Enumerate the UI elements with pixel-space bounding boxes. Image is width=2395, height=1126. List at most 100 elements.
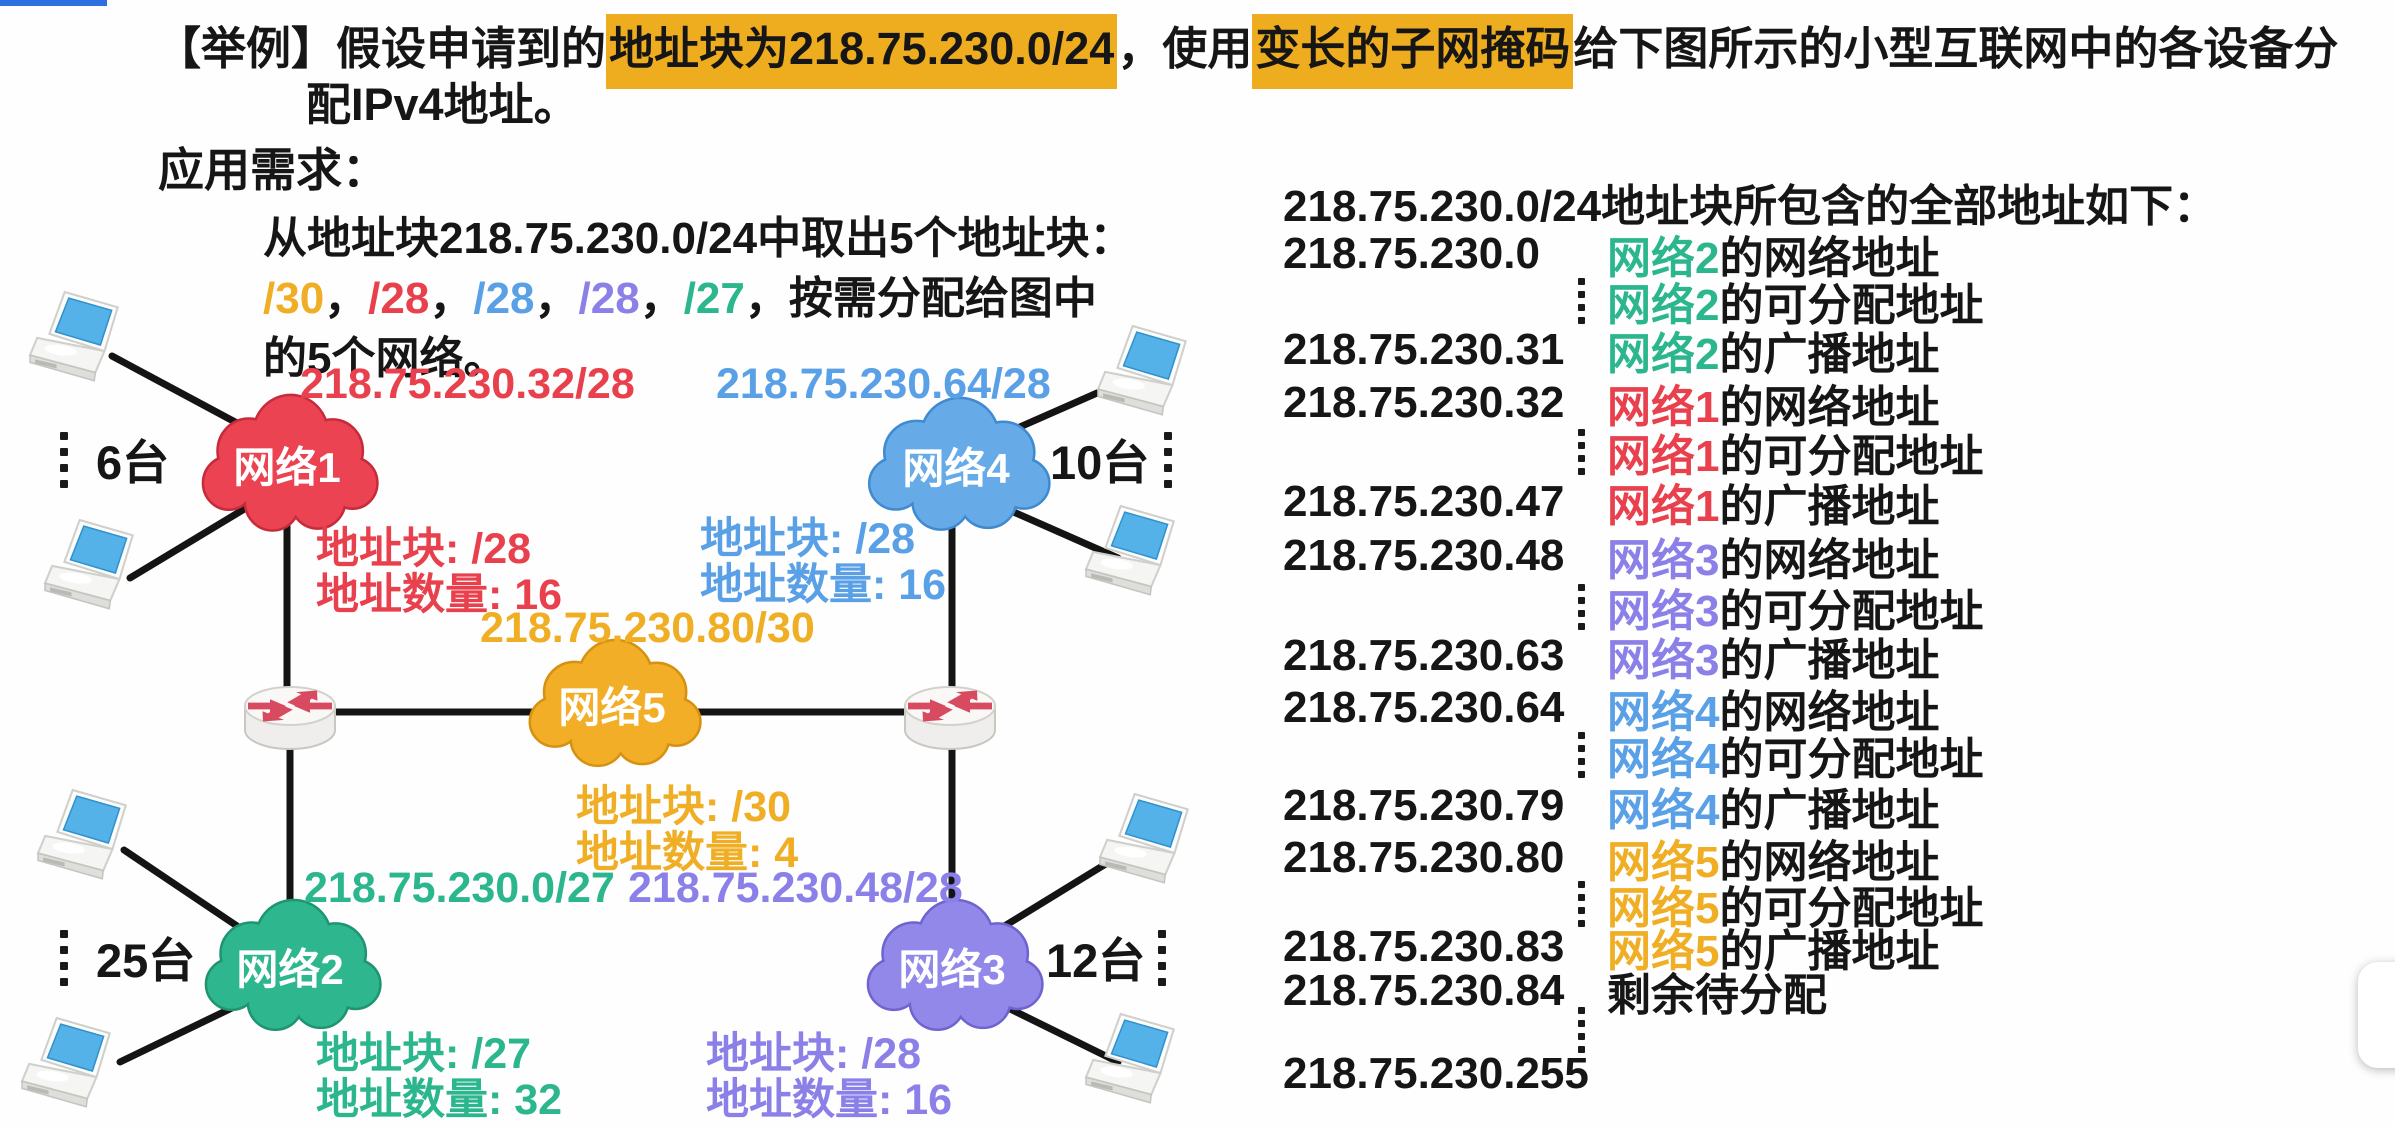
ip-address: 218.75.230.80 — [1283, 833, 1565, 882]
network-name: 网络1 — [1607, 482, 1720, 531]
address-block-size: /28 — [368, 274, 430, 323]
separator: ， — [744, 274, 789, 323]
laptop-icon — [1098, 792, 1189, 884]
laptop-icon — [20, 1016, 111, 1108]
top-progress-bar — [0, 0, 107, 6]
table-row: 218.75.230.48 网络3的网络地址 — [1283, 531, 1939, 585]
description-text: 的网络地址 — [1719, 536, 1940, 585]
table-row: 218.75.230.80 网络5的网络地址 — [1283, 833, 1939, 887]
title-text: 【举例】假设申请到的 — [156, 23, 607, 74]
host-count-label: 6台 — [96, 436, 170, 489]
table-row: 218.75.230.32 网络1的网络地址 — [1283, 378, 1939, 432]
laptop-icon — [1096, 324, 1187, 416]
separator: ， — [639, 274, 684, 323]
network-block-label: 地址块: /28 — [700, 515, 916, 563]
ip-address: 218.75.230.255 — [1283, 1049, 1589, 1098]
network-cloud-label: 网络2 — [236, 946, 343, 993]
title-text: 给下图所示的小型互联网中的各设备分 — [1573, 23, 2339, 74]
description-text: 的广播地址 — [1719, 636, 1940, 685]
table-row: 网络2的可分配地址 — [1283, 275, 1983, 330]
description-text: 的可分配地址 — [1719, 587, 1984, 636]
address-description: 网络5的网络地址 — [1607, 826, 1939, 890]
network-name: 网络4 — [1607, 735, 1720, 784]
address-block-size: /30 — [263, 274, 325, 323]
host-count-label: 12台 — [1046, 934, 1146, 987]
network-name: 网络5 — [1607, 884, 1720, 933]
network-cloud-label: 网络4 — [902, 445, 1010, 492]
table-row: 218.75.230.84 剩余待分配 — [1283, 966, 1827, 1020]
network-cloud-3: 网络3 — [866, 898, 1044, 1031]
network-link-line — [996, 502, 1122, 562]
title-highlighted-text: 地址块为218.75.230.0/24 — [606, 14, 1118, 89]
description-text: 的可分配地址 — [1719, 735, 1984, 784]
network-link-line — [994, 850, 1126, 934]
network-name: 网络2 — [1607, 330, 1720, 379]
address-description: 网络2的可分配地址 — [1607, 269, 1983, 333]
router-icon — [904, 685, 996, 750]
network-link-line — [120, 846, 244, 932]
ip-address: 218.75.230.79 — [1283, 781, 1565, 830]
host-count-label: 10台 — [1050, 436, 1150, 489]
network-ip-label: 218.75.230.32/28 — [300, 360, 635, 408]
table-row: 218.75.230.64 网络4的网络地址 — [1283, 683, 1939, 737]
network-count-label: 地址数量: 16 — [316, 571, 563, 619]
network-count-label: 地址数量: 4 — [576, 829, 799, 877]
network-name: 网络5 — [1607, 838, 1720, 887]
ip-range-ellipsis — [1283, 729, 1595, 781]
network-ip-label: 218.75.230.80/30 — [480, 604, 815, 652]
address-description: 网络4的广播地址 — [1607, 774, 1939, 838]
network-block-label: 地址块: /27 — [316, 1030, 532, 1078]
network-block-label: 地址块: /28 — [706, 1030, 922, 1078]
slide-title-line2: 配IPv4地址。 — [306, 79, 579, 130]
vertical-dots-icon — [1578, 581, 1585, 633]
network-link-line — [108, 352, 254, 434]
network-name: 网络2 — [1607, 234, 1720, 283]
description-text: 的网络地址 — [1719, 838, 1940, 887]
vertical-dots-icon — [1578, 878, 1585, 930]
ip-address: 218.75.230.32 — [1283, 378, 1565, 427]
network-ip-label: 218.75.230.0/27 — [304, 864, 615, 912]
laptop-icon — [36, 788, 127, 880]
ip-address: 218.75.230.64 — [1283, 683, 1565, 732]
ip-range-ellipsis — [1283, 581, 1595, 633]
table-row: 218.75.230.47 网络1的广播地址 — [1283, 477, 1939, 531]
ip-address: 218.75.230.0 — [1283, 229, 1540, 278]
network-count-label: 地址数量: 16 — [700, 561, 947, 609]
address-description: 网络5的可分配地址 — [1607, 872, 1983, 936]
network-cloud-1: 网络1 — [201, 393, 379, 532]
network-link-line — [126, 504, 250, 582]
address-description: 网络1的广播地址 — [1607, 470, 1939, 534]
description-text: 的可分配地址 — [1719, 281, 1984, 330]
address-block-size: /27 — [683, 274, 745, 323]
ip-address: 218.75.230.84 — [1283, 966, 1565, 1015]
vertical-dots-icon — [1578, 275, 1585, 327]
network-name: 网络2 — [1607, 281, 1720, 330]
network-cloud-label: 网络3 — [898, 946, 1005, 993]
description-text: 剩余待分配 — [1607, 971, 1827, 1020]
network-name: 网络3 — [1607, 636, 1720, 685]
address-description: 网络4的可分配地址 — [1607, 723, 1983, 787]
address-description: 网络3的网络地址 — [1607, 524, 1939, 588]
address-description: 网络2的广播地址 — [1607, 318, 1939, 382]
network-ip-label: 218.75.230.48/28 — [628, 864, 963, 912]
requirements-line1: 从地址块218.75.230.0/24中取出5个地址块： — [263, 214, 1134, 263]
separator: ， — [324, 274, 369, 323]
router-icon — [244, 685, 336, 750]
requirements-line2-tail: 按需分配给图中 — [788, 274, 1097, 323]
ip-range-ellipsis — [1283, 878, 1595, 930]
table-row: 网络3的可分配地址 — [1283, 581, 1983, 636]
description-text: 的可分配地址 — [1719, 432, 1984, 481]
network-name: 网络1 — [1607, 383, 1720, 432]
vertical-dots-icon — [60, 428, 68, 492]
network-ip-label: 218.75.230.64/28 — [716, 360, 1051, 408]
table-row: 网络5的可分配地址 — [1283, 878, 1983, 933]
network-count-label: 地址数量: 32 — [316, 1076, 563, 1124]
address-description: 网络2的网络地址 — [1607, 222, 1939, 286]
network-cloud-5: 网络5 — [528, 638, 702, 768]
table-row: 218.75.230.31 网络2的广播地址 — [1283, 325, 1939, 379]
address-block-size: /28 — [578, 274, 640, 323]
overlay-control[interactable] — [2358, 962, 2395, 1068]
vertical-dots-icon — [1578, 1004, 1585, 1056]
ip-address: 218.75.230.48 — [1283, 531, 1565, 580]
